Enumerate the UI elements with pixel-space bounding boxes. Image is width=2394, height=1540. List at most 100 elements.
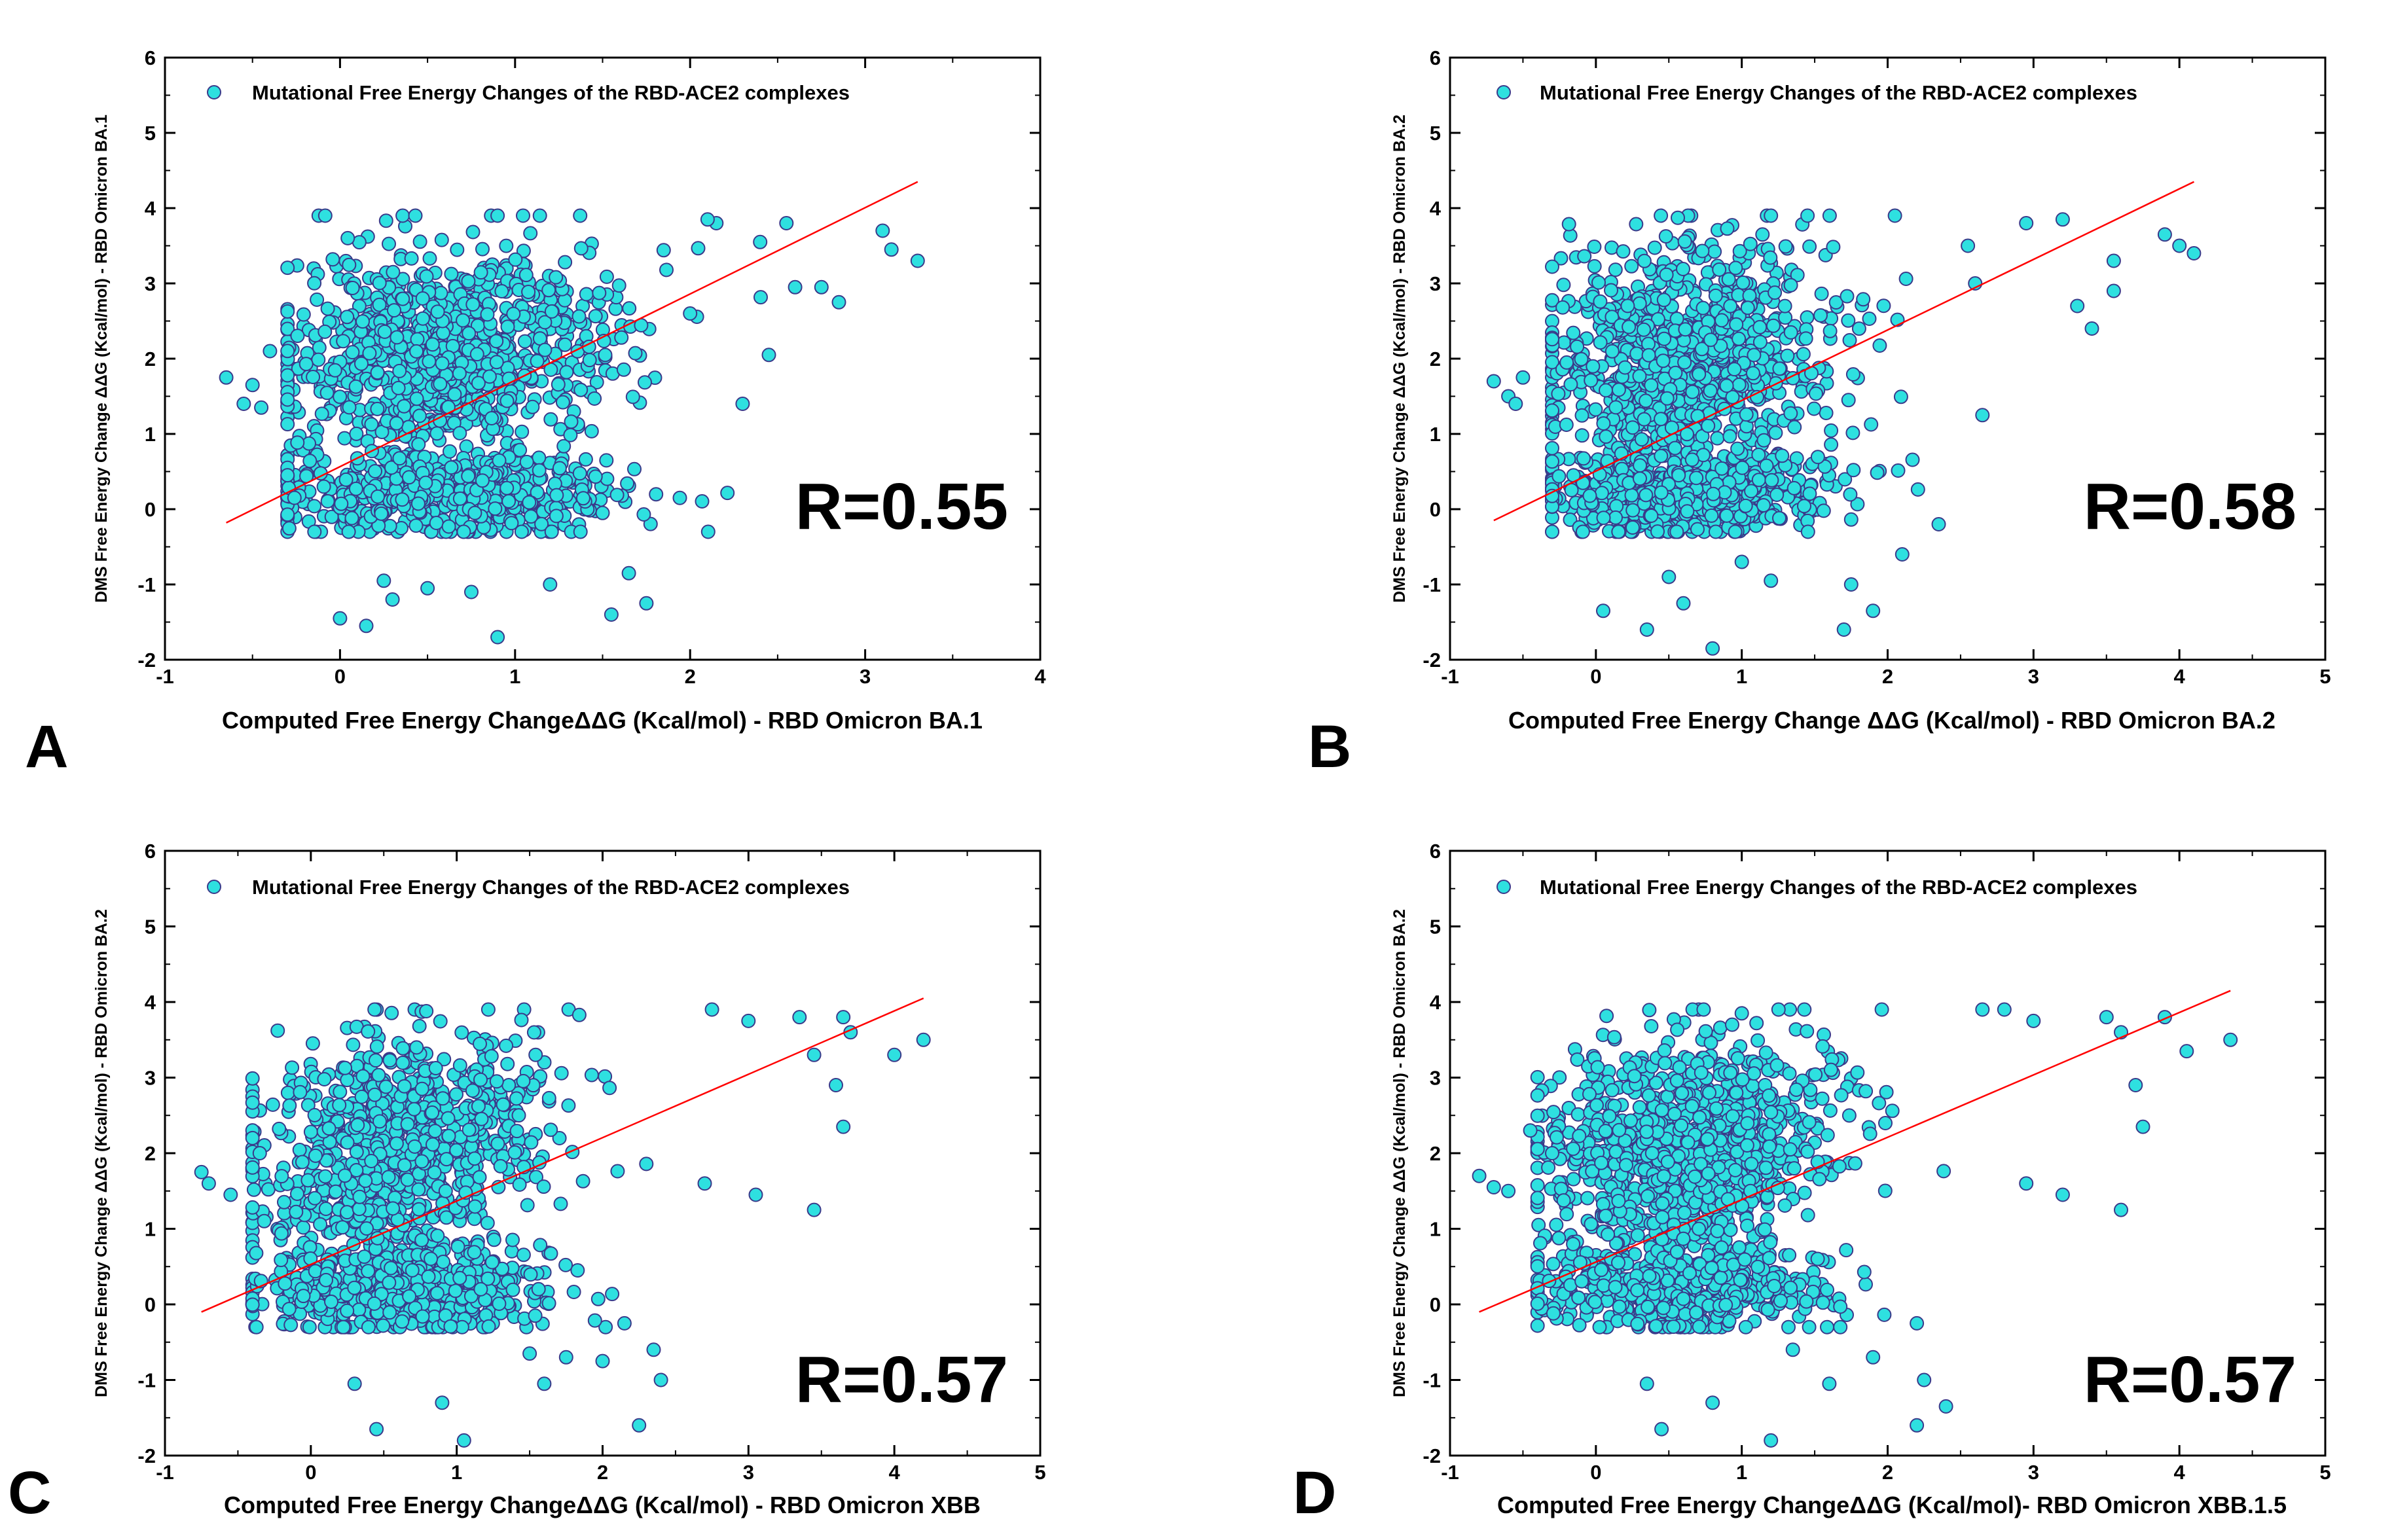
data-point (639, 1156, 654, 1172)
y-tick-label: -2 (137, 649, 156, 672)
data-point (292, 1143, 307, 1157)
data-point (287, 490, 302, 505)
data-point (452, 1058, 467, 1073)
data-point (1656, 293, 1671, 308)
data-point (333, 389, 348, 404)
data-point (1596, 603, 1610, 618)
data-point (1810, 450, 1825, 465)
data-point (377, 324, 392, 339)
data-point (392, 451, 407, 466)
data-point (1669, 524, 1684, 539)
data-point (697, 1176, 712, 1191)
data-point (307, 499, 322, 514)
data-point (370, 401, 385, 416)
y-tick-label: 1 (145, 423, 156, 446)
data-point (349, 426, 364, 441)
data-point (386, 1201, 401, 1216)
data-point (473, 265, 488, 280)
data-point (382, 1053, 397, 1068)
data-point (1866, 603, 1881, 618)
data-point (1744, 484, 1759, 499)
data-point (1729, 317, 1744, 332)
data-point (1633, 471, 1647, 486)
data-point (509, 1091, 524, 1106)
data-point (340, 230, 355, 245)
data-point (411, 437, 426, 452)
data-point (456, 313, 471, 328)
data-point (1637, 412, 1652, 427)
x-tick-label: 4 (1034, 665, 1046, 688)
data-point (636, 507, 651, 522)
data-point (1856, 292, 1871, 307)
data-point (617, 1316, 632, 1331)
data-point (1759, 458, 1774, 473)
data-point (1840, 289, 1855, 304)
data-point (530, 353, 545, 368)
data-point (320, 493, 335, 509)
data-point (1545, 259, 1559, 274)
data-point (788, 279, 803, 295)
data-point (422, 251, 437, 266)
data-point (831, 295, 846, 310)
data-point (352, 1189, 367, 1204)
y-tick-label: 2 (145, 348, 156, 370)
data-point (1802, 239, 1817, 254)
data-point (371, 1067, 386, 1083)
data-point (277, 1194, 291, 1209)
data-point (421, 1269, 436, 1284)
data-point (465, 297, 481, 312)
data-point (245, 1095, 260, 1110)
data-point (1822, 208, 1837, 223)
data-point (551, 377, 566, 392)
data-point (378, 213, 393, 228)
data-point (516, 208, 530, 223)
data-point (1846, 463, 1861, 478)
data-point (348, 379, 363, 394)
data-point (407, 1101, 422, 1117)
data-point (584, 423, 599, 439)
data-point (526, 1025, 541, 1040)
data-point (1783, 278, 1798, 293)
data-point (461, 469, 476, 484)
data-point (672, 490, 687, 505)
data-point (338, 1060, 352, 1075)
data-point (317, 324, 333, 339)
data-point (625, 389, 640, 404)
y-tick-label: 5 (1430, 122, 1441, 145)
data-point (695, 494, 710, 509)
data-point (270, 1023, 285, 1038)
data-point (1752, 319, 1768, 334)
data-point (420, 581, 435, 596)
data-point (553, 1196, 568, 1211)
data-point (499, 393, 515, 408)
data-point (376, 1318, 391, 1333)
data-point (602, 1081, 617, 1096)
data-point (481, 1319, 496, 1334)
data-point (372, 1114, 387, 1129)
data-point (1719, 508, 1734, 523)
y-axis-label: DMS Free Energy Change ΔΔG (Kcal/mol) - … (1390, 115, 1409, 603)
data-point (280, 392, 295, 407)
data-point (571, 309, 587, 324)
y-tick-label: 3 (1430, 1067, 1441, 1090)
data-point (361, 1264, 376, 1279)
data-point (1599, 429, 1614, 444)
data-point (532, 463, 547, 478)
x-tick-label: 0 (1590, 665, 1601, 688)
data-point (246, 1182, 261, 1197)
data-point (1705, 641, 1720, 656)
data-point (1661, 569, 1677, 584)
data-point (452, 1270, 467, 1285)
data-point (482, 369, 497, 384)
data-point (531, 1281, 546, 1297)
x-tick-label: 5 (2319, 665, 2331, 688)
data-point (1703, 384, 1718, 398)
data-point (299, 357, 314, 372)
data-point (1708, 524, 1723, 539)
data-point (327, 363, 342, 378)
data-point (552, 461, 567, 476)
data-point (1800, 310, 1815, 325)
data-point (1644, 509, 1659, 523)
data-point (415, 291, 430, 306)
data-point (836, 1010, 851, 1025)
